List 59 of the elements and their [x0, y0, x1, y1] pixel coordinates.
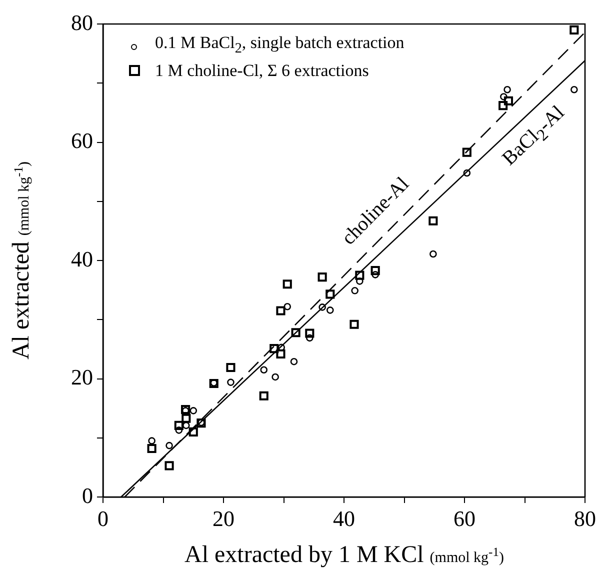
point: [428, 216, 438, 226]
point: [164, 461, 174, 470]
point: [260, 366, 268, 374]
point: [463, 169, 471, 177]
x-tick-label: 60: [454, 506, 476, 531]
point: [227, 378, 234, 386]
point: [284, 302, 292, 310]
point: [326, 290, 335, 299]
point: [226, 362, 236, 372]
point: [278, 344, 285, 352]
x-tick-label: 80: [574, 506, 596, 531]
point: [175, 426, 183, 434]
point: [282, 280, 292, 289]
x-tick-label: 0: [98, 506, 108, 531]
point: [181, 404, 190, 414]
point: [291, 328, 300, 338]
point: [462, 148, 472, 157]
point: [350, 320, 359, 329]
point: [166, 442, 173, 450]
x-axis-title: Al extracted by 1 M KCl (mmol kg$^{-1}$): [184, 542, 504, 568]
point: [370, 266, 380, 276]
point: [276, 349, 286, 358]
x-tick-label: 40: [333, 506, 355, 531]
point: [504, 96, 514, 106]
point: [174, 420, 184, 430]
y-tick-label: 60: [71, 128, 93, 154]
point: [148, 437, 156, 444]
point: [356, 278, 364, 285]
point: [182, 422, 190, 430]
point: [498, 101, 508, 110]
point: [318, 304, 326, 311]
legend-label: 1 M choline-Cl, Σ 6 extractions: [155, 61, 369, 81]
point: [355, 270, 364, 280]
point: [570, 25, 579, 34]
y-tick-label: 80: [71, 10, 93, 35]
point: [276, 306, 286, 316]
point: [259, 391, 268, 400]
point: [500, 93, 508, 100]
legend-label: 0.1 M BaCl$_{2}$, single batch extraction: [155, 32, 404, 58]
point: [372, 271, 379, 278]
point: [430, 250, 437, 258]
point: [290, 358, 298, 366]
point: [351, 287, 358, 294]
point: [188, 427, 198, 436]
point: [326, 306, 334, 314]
point: [182, 414, 191, 423]
point: [272, 373, 279, 381]
point: [190, 407, 198, 414]
point: [147, 444, 156, 454]
x-tick-label: 20: [212, 506, 234, 531]
y-tick-label: 40: [71, 246, 93, 272]
point: [504, 86, 511, 94]
y-tick-label: 20: [71, 364, 93, 390]
point: [570, 86, 578, 94]
point: [305, 328, 314, 338]
point: [306, 334, 314, 342]
point: [318, 272, 327, 282]
point: [270, 344, 279, 354]
y-tick-label: 0: [82, 482, 93, 508]
